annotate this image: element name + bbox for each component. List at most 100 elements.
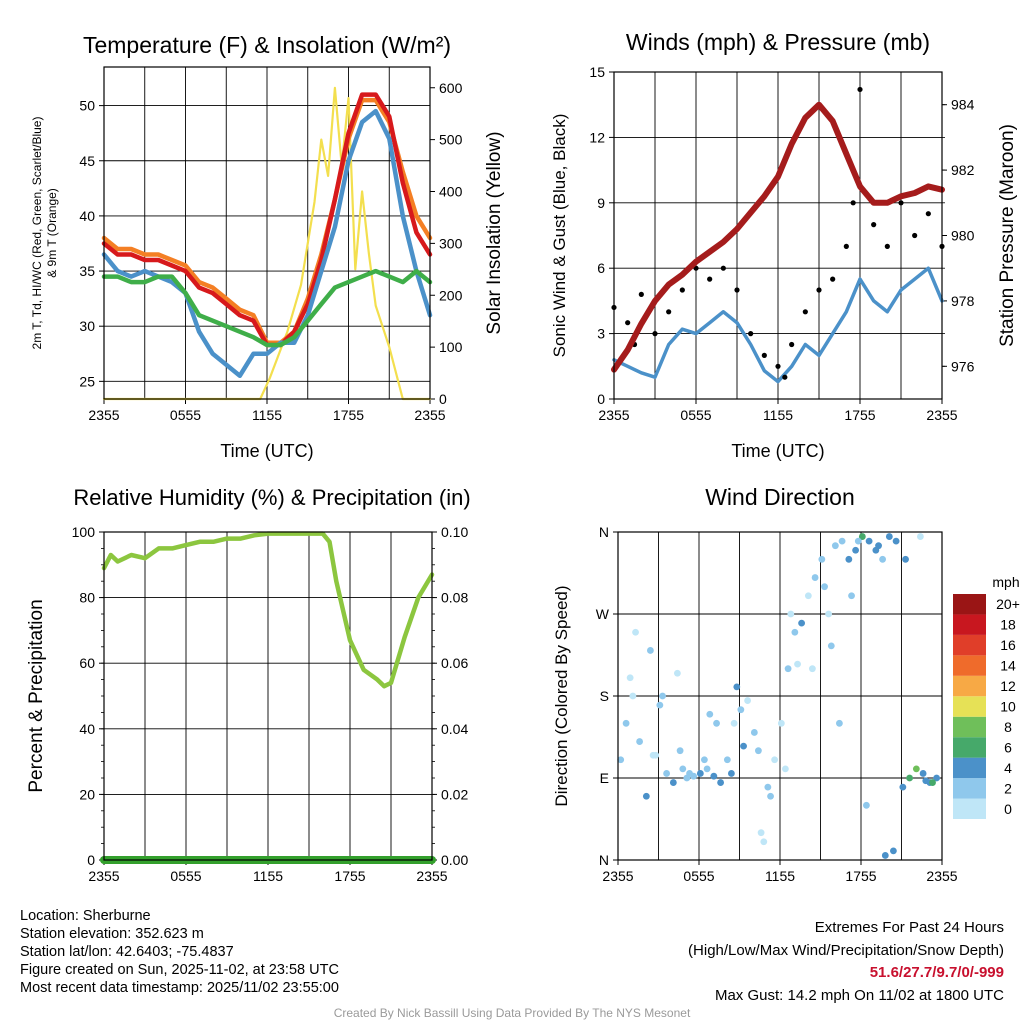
dir-point bbox=[854, 537, 862, 545]
legend-label: 10 bbox=[1000, 699, 1016, 715]
dir-point bbox=[906, 774, 913, 782]
wind-xtick-label: 1755 bbox=[844, 407, 875, 423]
rh-ytick-label: 20 bbox=[79, 786, 95, 802]
gust-point bbox=[925, 211, 931, 217]
gust-point bbox=[898, 200, 904, 206]
recent-timestamp: Most recent data timestamp: 2025/11/02 2… bbox=[20, 980, 339, 996]
pressure-y2tick-label: 982 bbox=[951, 162, 975, 178]
gust-point bbox=[843, 243, 849, 249]
legend-swatch bbox=[953, 675, 986, 697]
dir-point bbox=[647, 647, 654, 654]
gust-point bbox=[850, 200, 856, 206]
gust-point bbox=[816, 287, 822, 293]
dir-ytick-label: W bbox=[596, 606, 610, 622]
gust-point bbox=[802, 309, 808, 315]
dir-point bbox=[933, 774, 940, 782]
wind-xtick-label: 0555 bbox=[680, 407, 711, 423]
dir-point bbox=[917, 533, 924, 540]
dir-point bbox=[885, 533, 893, 540]
gust-point bbox=[679, 287, 685, 293]
gust-point bbox=[734, 287, 740, 293]
dir-point bbox=[723, 756, 731, 764]
insolation-y2tick-label: 200 bbox=[439, 287, 463, 303]
dir-point bbox=[676, 747, 684, 755]
legend-swatch bbox=[953, 594, 986, 615]
wind-xtick-label: 1155 bbox=[763, 407, 793, 423]
insolation-y2tick-label: 0 bbox=[439, 391, 447, 407]
precip-y2tick-label: 0.04 bbox=[441, 721, 468, 737]
dir-point bbox=[902, 555, 909, 563]
temp-ytick-label: 45 bbox=[79, 153, 95, 169]
legend-swatch bbox=[953, 798, 986, 819]
gust-point bbox=[720, 265, 726, 271]
insolation-y2tick-label: 600 bbox=[439, 80, 463, 96]
gust-point bbox=[884, 243, 890, 249]
legend-swatch bbox=[953, 757, 986, 779]
temp-frame bbox=[103, 66, 431, 400]
pressure-series bbox=[611, 101, 945, 373]
precip-y2tick-label: 0.00 bbox=[441, 852, 468, 868]
dir-xtick-label: 1755 bbox=[845, 868, 876, 884]
pressure-y2tick-label: 978 bbox=[951, 293, 975, 309]
pressure-y2tick-label: 980 bbox=[951, 228, 975, 244]
dir-point bbox=[674, 669, 681, 677]
precip-y2tick-label: 0.02 bbox=[441, 786, 468, 802]
dir-point bbox=[865, 537, 873, 545]
dir-point bbox=[622, 719, 630, 727]
gust-point bbox=[748, 331, 754, 337]
dir-point bbox=[845, 555, 853, 563]
extremes-info: Extremes For Past 24 Hours (High/Low/Max… bbox=[688, 917, 1004, 1007]
extremes-title: Extremes For Past 24 Hours bbox=[814, 919, 1004, 936]
legend-label: 16 bbox=[1000, 637, 1016, 653]
wind-ytick-label: 12 bbox=[589, 129, 605, 145]
rh-frame bbox=[103, 531, 433, 861]
legend-label: 12 bbox=[1000, 678, 1016, 694]
dir-point bbox=[852, 546, 859, 554]
temp-xtick-label: 1155 bbox=[252, 407, 282, 423]
dir-xtick-label: 1155 bbox=[765, 868, 795, 884]
legend-swatch bbox=[953, 634, 986, 656]
station-elevation: Station elevation: 352.623 m bbox=[20, 926, 204, 942]
dir-point bbox=[890, 847, 897, 855]
legend-label: 4 bbox=[1004, 760, 1012, 776]
dir-point bbox=[809, 665, 816, 673]
dir-chart-title: Wind Direction bbox=[705, 484, 855, 510]
wind-ytick-label: 15 bbox=[589, 64, 605, 80]
rh-ytick-label: 40 bbox=[79, 721, 95, 737]
temp-ytick-label: 25 bbox=[79, 373, 95, 389]
temp-ylabel-line2: & 9m T (Orange) bbox=[45, 188, 59, 278]
dir-point bbox=[875, 542, 882, 550]
wind-ytick-label: 0 bbox=[597, 391, 605, 407]
dir-point bbox=[679, 765, 687, 773]
dir-point bbox=[686, 770, 693, 777]
dir-point bbox=[730, 719, 738, 727]
temp-xtick-label: 2355 bbox=[88, 407, 119, 423]
dir-point bbox=[804, 592, 812, 600]
legend-label: 8 bbox=[1004, 719, 1012, 735]
dir-point bbox=[642, 792, 650, 800]
rh-xtick-label: 2355 bbox=[416, 868, 447, 884]
gust-point bbox=[666, 309, 672, 315]
dir-point bbox=[811, 574, 819, 581]
gust-point bbox=[761, 352, 767, 358]
rh-ytick-label: 100 bbox=[72, 524, 96, 540]
dir-point bbox=[858, 533, 866, 540]
rh-xtick-label: 2355 bbox=[88, 868, 119, 884]
wind-chart-title: Winds (mph) & Pressure (mb) bbox=[626, 29, 930, 55]
gust-point bbox=[707, 276, 713, 282]
wind-ylabel: Sonic Wind & Gust (Blue, Black) bbox=[550, 114, 569, 358]
dir-point bbox=[787, 610, 795, 618]
gust-point bbox=[912, 232, 918, 239]
temp-xlabel: Time (UTC) bbox=[220, 441, 313, 461]
dir-point bbox=[836, 719, 843, 727]
dir-point bbox=[899, 783, 907, 791]
precip-y2tick-label: 0.10 bbox=[441, 524, 468, 540]
dir-point bbox=[737, 706, 745, 714]
dir-point bbox=[710, 772, 718, 780]
dir-point bbox=[881, 852, 889, 859]
temp-y2label: Solar Insolation (Yellow) bbox=[484, 131, 505, 334]
legend-label: 2 bbox=[1004, 780, 1012, 796]
dir-point bbox=[757, 829, 765, 837]
wind-ytick-label: 9 bbox=[597, 195, 605, 211]
